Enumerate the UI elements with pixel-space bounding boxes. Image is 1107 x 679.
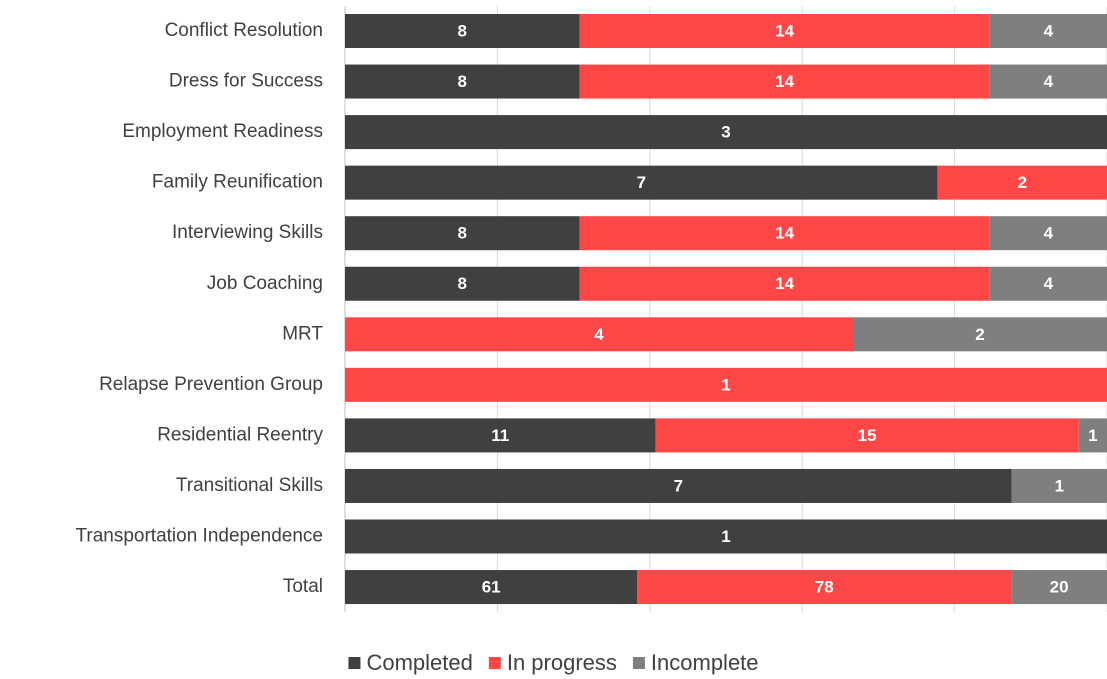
bar-segment bbox=[345, 468, 1012, 503]
data-label: 4 bbox=[594, 325, 604, 344]
data-label: 7 bbox=[637, 173, 646, 192]
legend-label: Incomplete bbox=[651, 650, 759, 675]
data-label: 14 bbox=[775, 224, 794, 243]
bar-segment bbox=[989, 14, 1107, 48]
bar-segment bbox=[579, 14, 990, 48]
data-label: 1 bbox=[1088, 426, 1097, 445]
bar-segment bbox=[345, 570, 638, 605]
y-tick-label: Interviewing Skills bbox=[172, 222, 323, 243]
bar-segment bbox=[345, 367, 1107, 402]
y-tick-label: Conflict Resolution bbox=[165, 20, 323, 41]
data-label: 11 bbox=[491, 426, 509, 445]
y-tick-label: MRT bbox=[282, 323, 323, 344]
data-label: 8 bbox=[457, 224, 466, 243]
bar-segment bbox=[655, 418, 1079, 453]
y-tick-label: Employment Readiness bbox=[122, 121, 323, 142]
bar-segment bbox=[345, 266, 580, 301]
legend-swatch bbox=[488, 657, 501, 669]
y-tick-label: Transitional Skills bbox=[176, 475, 323, 496]
y-tick-label: Transportation Independence bbox=[75, 526, 323, 547]
data-label: 8 bbox=[457, 21, 466, 40]
y-tick-label: Family Reunification bbox=[152, 172, 323, 193]
data-label: 8 bbox=[457, 72, 466, 91]
bar-segment bbox=[989, 216, 1107, 251]
y-tick-label: Job Coaching bbox=[207, 273, 323, 294]
bar-segment bbox=[989, 64, 1107, 99]
data-label: 4 bbox=[1044, 72, 1054, 91]
bar-segment bbox=[853, 317, 1107, 352]
bar-segment bbox=[345, 519, 1107, 554]
data-label: 1 bbox=[1055, 476, 1064, 495]
bar-segment bbox=[579, 266, 990, 301]
bar-segment bbox=[1011, 468, 1107, 503]
data-label: 78 bbox=[815, 578, 834, 597]
bar-segment bbox=[989, 266, 1107, 301]
data-label: 3 bbox=[721, 123, 730, 142]
data-label: 2 bbox=[1018, 173, 1027, 192]
data-label: 4 bbox=[1044, 274, 1054, 293]
legend-label: Completed bbox=[366, 650, 472, 675]
bar-segment bbox=[345, 64, 580, 99]
bar-segment bbox=[345, 115, 1107, 150]
data-label: 14 bbox=[775, 72, 794, 91]
bar-segment bbox=[1078, 418, 1107, 453]
data-label: 1 bbox=[721, 375, 730, 394]
y-tick-label: Residential Reentry bbox=[157, 424, 323, 445]
legend-swatch bbox=[348, 657, 361, 669]
data-label: 15 bbox=[858, 426, 877, 445]
bar-segment bbox=[345, 418, 656, 453]
bar-segment bbox=[579, 216, 990, 251]
legend-swatch bbox=[632, 657, 645, 669]
data-label: 4 bbox=[1044, 21, 1054, 40]
bar-segment bbox=[345, 216, 580, 251]
data-label: 14 bbox=[775, 21, 794, 40]
y-tick-label: Dress for Success bbox=[169, 71, 323, 92]
legend-label: In progress bbox=[507, 650, 617, 675]
data-label: 2 bbox=[975, 325, 984, 344]
bar-segment bbox=[937, 165, 1107, 200]
bar-segment bbox=[637, 570, 1012, 605]
data-label: 8 bbox=[457, 274, 466, 293]
data-label: 7 bbox=[674, 476, 683, 495]
bar-segment bbox=[1011, 570, 1107, 605]
bar-segment bbox=[579, 64, 990, 99]
data-label: 20 bbox=[1050, 578, 1069, 597]
bar-segment bbox=[345, 14, 580, 48]
bar-segment bbox=[345, 165, 938, 200]
data-label: 14 bbox=[775, 274, 794, 293]
y-tick-label: Relapse Prevention Group bbox=[99, 374, 323, 395]
data-label: 1 bbox=[721, 527, 730, 546]
data-label: 4 bbox=[1044, 224, 1054, 243]
data-label: 61 bbox=[482, 578, 501, 597]
y-tick-label: Total bbox=[283, 576, 323, 597]
bar-segment bbox=[345, 317, 853, 352]
